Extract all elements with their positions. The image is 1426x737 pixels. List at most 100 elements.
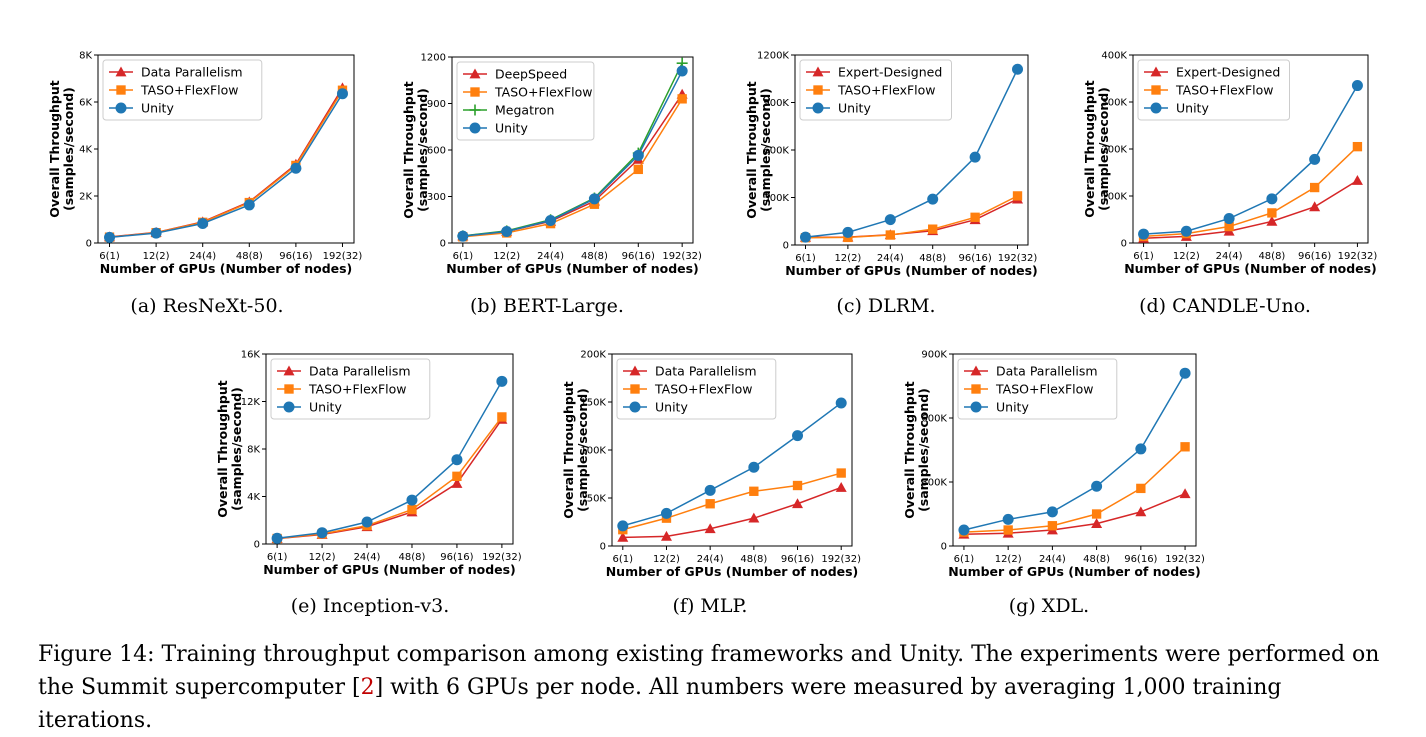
legend-marker [1150,102,1162,114]
y-tick-label: 0 [783,241,789,252]
legend-box [616,358,777,420]
data-point [748,461,760,473]
data-point [451,454,463,466]
y-tick-label: 900K [921,350,947,361]
subfigure-caption: (e) Inception-v3. [291,595,450,617]
legend-label: Unity [1176,101,1209,116]
y-tick-label: 0 [941,542,947,553]
y-tick-label: 1200 [421,53,446,64]
y-axis-label: Overall Throughput [902,381,917,519]
subfigure-caption: (g) XDL. [1009,595,1089,617]
x-axis-label: Number of GPUs (Number of nodes) [606,564,859,579]
data-point [1352,141,1363,152]
x-tick-label: 6(1) [267,552,288,563]
data-point [958,524,970,536]
legend-label: Data Parallelism [141,65,243,80]
legend-label: Unity [495,121,528,136]
legend-label: TASO+FlexFlow [140,83,239,98]
x-tick-label: 6(1) [795,253,816,264]
data-point [1180,225,1192,237]
x-axis-label: Number of GPUs (Number of nodes) [446,261,699,276]
legend-box [957,358,1118,420]
x-tick-label: 96(16) [1298,251,1331,262]
subfigure-caption: (b) BERT-Large. [470,295,624,317]
y-axis-label-units: (samples/second) [61,87,76,211]
x-tick-label: 48(8) [399,552,426,563]
legend: Data Parallelism TASO+FlexFlow Unity [102,59,263,121]
x-axis-label: Number of GPUs (Number of nodes) [1124,261,1377,276]
data-point [452,471,462,481]
data-point [969,151,981,163]
subfigure-caption: (c) DLRM. [836,295,935,317]
y-tick-label: 16K [241,350,261,361]
y-tick-label: 0 [86,239,92,250]
data-point [792,498,804,509]
legend-marker [1151,85,1161,95]
subfigure-caption: (d) CANDLE-Uno. [1139,295,1311,317]
chart-5: 0 4K 8K 12K 16K 6(1) 12(2) 24(4) 48(8) 96(16) 192(… [215,350,522,618]
legend-marker [116,85,126,95]
legend-label: Megatron [495,103,554,118]
y-tick-label: 400K [1101,51,1127,62]
data-point [704,484,716,496]
data-point [290,162,302,174]
legend-label: TASO+FlexFlow [308,382,407,397]
data-point [617,531,629,542]
data-point [243,199,255,211]
data-point [1351,80,1363,92]
data-point [792,430,804,442]
data-point [271,532,283,544]
chart-3: 0 300K 600K 900K 1200K 6(1) 12(2) 24(4) 48(8) 96(… [744,51,1038,318]
data-point [676,65,688,77]
x-tick-label: 24(4) [1039,554,1066,565]
x-tick-label: 24(4) [877,253,904,264]
legend-label: Unity [141,101,174,116]
subfigure-caption: (f) MLP. [673,595,748,617]
legend: Data Parallelism TASO+FlexFlow Unity [616,358,777,420]
legend-label: TASO+FlexFlow [1175,83,1274,98]
series-line [963,493,1186,536]
x-axis-label: Number of GPUs (Number of nodes) [100,261,353,276]
legend-label: DeepSpeed [495,67,567,82]
y-axis-label: Overall Throughput [561,381,576,519]
data-point [1179,488,1191,499]
series-line [277,416,503,540]
data-point [588,193,600,205]
data-point [1309,182,1320,193]
x-tick-label: 48(8) [1083,554,1110,565]
legend-marker [970,365,982,376]
x-tick-label: 24(4) [354,552,381,563]
data-point [792,480,803,491]
legend-marker [970,401,982,413]
citation-link[interactable]: 2 [360,675,375,700]
data-point [677,94,687,104]
legend: DeepSpeed TASO+FlexFlow Megatron Unity [456,61,595,141]
x-tick-label: 12(2) [1173,251,1200,262]
x-tick-label: 192(32) [1165,554,1205,565]
legend-marker [813,85,823,95]
x-tick-label: 192(32) [662,251,702,262]
x-tick-label: 192(32) [998,253,1038,264]
x-tick-label: 96(16) [1124,554,1157,565]
series-unity [104,88,348,243]
chart-2: 0 300 600 900 1200 6(1) 12(2) 24(4) 48(8) 96(16) 1… [401,53,702,318]
y-tick-label: 12K [241,397,261,408]
series-unity [799,63,1024,243]
data-point [1047,521,1058,531]
x-tick-label: 48(8) [581,251,608,262]
chart-7: 0 300K 600K 900K 6(1) 12(2) 24(4) 48(8) 96(16) 19… [902,350,1205,618]
y-tick-label: 0 [1121,239,1127,250]
data-point [457,230,469,242]
y-tick-label: 600K [763,146,789,157]
legend-marker [629,401,641,413]
y-tick-label: 600 [427,146,446,157]
data-point [748,512,760,523]
y-axis-label: Overall Throughput [215,380,230,518]
figure-caption-text-before: Figure 14: Training throughput compariso… [38,642,1380,700]
x-tick-label: 6(1) [99,251,120,262]
y-tick-label: 300K [763,193,789,204]
legend-marker [469,122,481,134]
y-tick-label: 600K [921,414,947,425]
data-point [1002,513,1014,525]
y-tick-label: 1200K [757,51,789,62]
